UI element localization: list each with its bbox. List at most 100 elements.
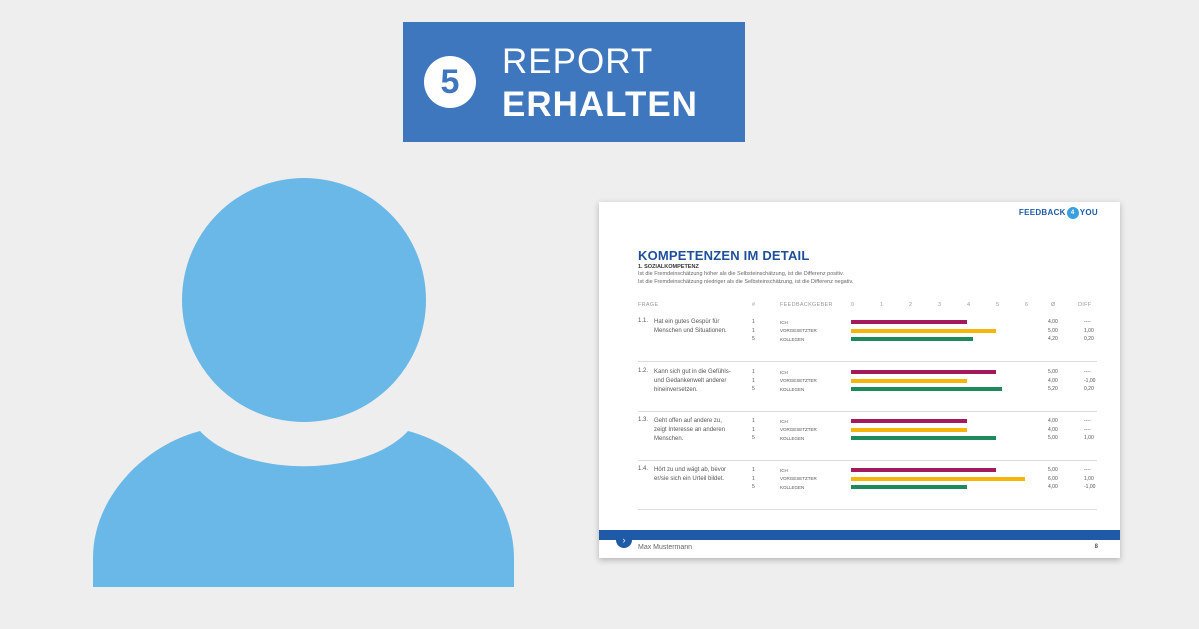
feedback-giver: ICH: [780, 418, 788, 424]
average-value: 5,00: [1048, 327, 1058, 334]
feedback-count: 1: [752, 475, 755, 482]
average-value: 6,00: [1048, 475, 1058, 482]
score-bar-ich: [851, 419, 967, 423]
feedback-count: 1: [752, 418, 755, 424]
average-value: 4,00: [1048, 377, 1058, 384]
average-value: 4,00: [1048, 319, 1058, 325]
feedback-giver: ICH: [780, 369, 788, 375]
average-value: 5,00: [1048, 467, 1058, 473]
score-bar-kollegen: [851, 387, 1002, 391]
difference-value: ----: [1084, 467, 1091, 473]
report-page: FEEDBACK 4 YOU KOMPETENZEN IM DETAIL 1. SO…: [599, 202, 1120, 558]
scale-tick-label: 4: [967, 302, 971, 308]
average-value: 4,00: [1048, 418, 1058, 424]
scale-tick-label: 1: [880, 302, 884, 308]
user-avatar-icon: [93, 178, 514, 587]
score-bar-ich: [851, 468, 996, 472]
score-bar-vorgesetzter: [851, 476, 1025, 481]
difference-value: -1,00: [1084, 484, 1096, 490]
feedback-giver: VORGESETZTER: [780, 328, 817, 333]
header-count: #: [752, 302, 756, 308]
row-divider: [638, 411, 1097, 412]
question-row: 1.1. Hat ein gutes Gespür für Menschen un…: [638, 318, 1097, 366]
question-number: 1.1.: [638, 318, 649, 324]
difference-value: ----: [1084, 418, 1091, 424]
note-positive: Ist die Fremdeinschätzung höher als die …: [638, 271, 844, 277]
row-divider: [638, 460, 1097, 461]
feedback-giver: ICH: [780, 319, 788, 325]
feedback-giver: VORGESETZTER: [780, 378, 817, 383]
difference-value: 1,00: [1084, 475, 1094, 482]
score-bar-ich: [851, 320, 967, 324]
step-number-badge: 5: [424, 56, 476, 108]
chevron-right-icon: ›: [616, 532, 632, 548]
brand-left-text: FEEDBACK: [1018, 208, 1066, 218]
avatar-body: [93, 431, 514, 587]
row-divider: [638, 361, 1097, 362]
difference-value: -1,00: [1084, 377, 1096, 384]
question-number: 1.2.: [638, 368, 649, 374]
feedback-count: 1: [752, 369, 755, 375]
banner-title-line2: ERHALTEN: [502, 85, 698, 124]
question-text: Hört zu und wägt ab, bevor er/sie sich e…: [654, 467, 727, 482]
feedback-giver: KOLLEGEN: [780, 484, 805, 490]
brand-logo: FEEDBACK 4 YOU: [1019, 207, 1098, 219]
average-value: 4,00: [1048, 484, 1058, 490]
feedback-count: 1: [752, 377, 755, 384]
note-negative: Ist die Fremdeinschätzung niedriger als …: [638, 279, 854, 285]
header-diff: DIFF: [1078, 302, 1092, 308]
scale-tick-label: 5: [996, 302, 1000, 308]
feedback-count: 5: [752, 336, 755, 342]
average-value: 4,00: [1048, 426, 1058, 433]
difference-value: 1,00: [1084, 327, 1094, 334]
feedback-giver: KOLLEGEN: [780, 386, 805, 392]
question-number: 1.3.: [638, 417, 649, 423]
feedback-count: 5: [752, 435, 755, 441]
feedback-giver: VORGESETZTER: [780, 427, 817, 432]
scale-tick-label: 0: [851, 302, 855, 308]
feedback-giver: KOLLEGEN: [780, 336, 805, 342]
footer-band: [599, 530, 1120, 540]
feedback-count: 5: [752, 386, 755, 392]
section-title: 1. SOZIALKOMPETENZ: [638, 264, 699, 270]
average-value: 5,00: [1048, 369, 1058, 375]
average-value: 4,20: [1048, 336, 1058, 342]
feedback-count: 5: [752, 484, 755, 490]
difference-value: 0,20: [1084, 336, 1094, 342]
score-bar-kollegen: [851, 436, 996, 440]
question-row: 1.4. Hört zu und wägt ab, bevor er/sie si…: [638, 466, 1097, 514]
feedback-count: 1: [752, 327, 755, 334]
feedback-count: 1: [752, 426, 755, 433]
question-number: 1.4.: [638, 466, 649, 472]
row-divider: [638, 509, 1097, 510]
score-bar-ich: [851, 370, 996, 374]
difference-value: ----: [1084, 426, 1091, 433]
feedback-count: 1: [752, 467, 755, 473]
scale-tick-label: 3: [938, 302, 942, 308]
step-banner: 5 REPORT ERHALTEN: [403, 22, 745, 142]
score-bar-vorgesetzter: [851, 328, 996, 333]
question-row: 1.3. Geht offen auf andere zu, zeigt Inte…: [638, 417, 1097, 465]
footer-name: Max Mustermann: [638, 544, 693, 551]
question-row: 1.2. Kann sich gut in die Gefühls- und Ge…: [638, 368, 1097, 416]
feedback-giver: KOLLEGEN: [780, 435, 805, 441]
scale-tick-label: 2: [909, 302, 913, 308]
banner-title-line1: REPORT: [502, 42, 654, 81]
report-title: KOMPETENZEN IM DETAIL: [638, 248, 810, 263]
question-text: Hat ein gutes Gespür für Menschen und Si…: [654, 319, 727, 334]
score-bar-vorgesetzter: [851, 427, 967, 432]
feedback-count: 1: [752, 319, 755, 325]
header-giver: FEEDBACKGEBER: [780, 302, 833, 308]
difference-value: ----: [1084, 369, 1091, 375]
score-bar-kollegen: [851, 337, 973, 341]
scale-tick-label: 6: [1025, 302, 1029, 308]
difference-value: 0,20: [1084, 386, 1094, 392]
difference-value: ----: [1084, 319, 1091, 325]
question-text: Geht offen auf andere zu, zeigt Interess…: [654, 418, 726, 442]
score-bar-kollegen: [851, 485, 967, 489]
brand-right-text: YOU: [1079, 208, 1098, 218]
score-bar-vorgesetzter: [851, 378, 967, 383]
header-frage: FRAGE: [638, 302, 659, 308]
avatar-head: [182, 178, 426, 422]
average-value: 5,00: [1048, 435, 1058, 441]
